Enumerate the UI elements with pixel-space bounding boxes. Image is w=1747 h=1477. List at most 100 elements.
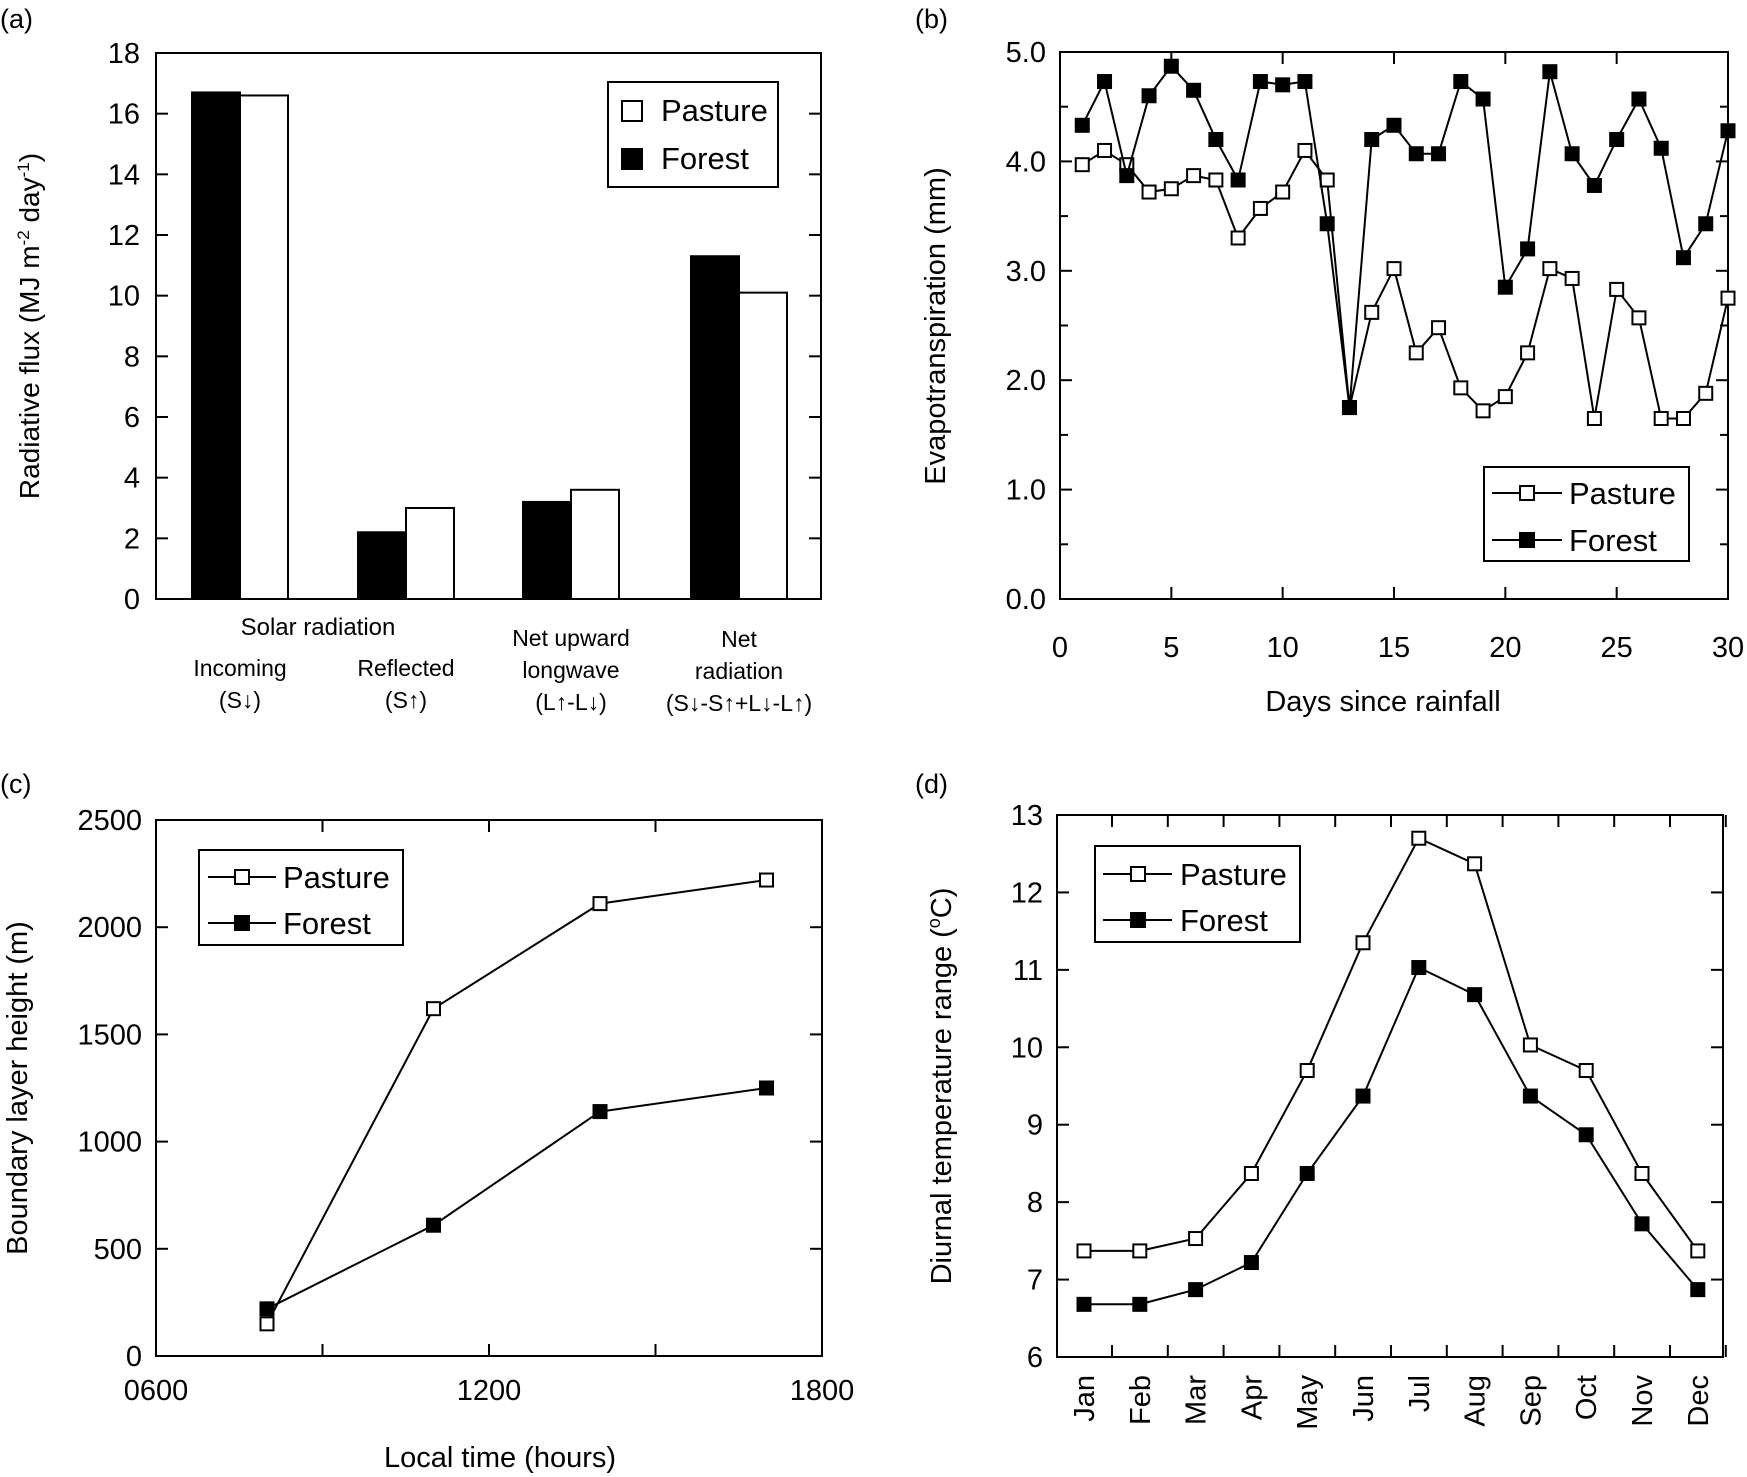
panel-c-marker-pasture: [759, 872, 774, 888]
panel-b-y-axis-label: Evapotranspiration (mm): [920, 167, 952, 485]
panel-b-marker-pasture: [1208, 172, 1224, 188]
panel-b-marker-pasture: [1431, 320, 1447, 336]
panel-b-legend-box: [1483, 466, 1690, 562]
panel-b-marker-forest: [1586, 177, 1602, 193]
panel-d-y-tick-label: 7: [1027, 1265, 1043, 1297]
panel-a-label: (a): [0, 4, 33, 34]
panel-b-y-tick-label: 4.0: [1006, 146, 1046, 178]
panel-c-legend-box: [198, 849, 404, 946]
panel-a-bars: [191, 91, 788, 601]
panel-a: (a) 0 2 4 6 8 10 12 14 16 18 Radiative flux (MJ m…: [0, 4, 822, 716]
bar-pasture-2: [405, 507, 455, 600]
panel-d-y-tick-label: 11: [1013, 955, 1043, 987]
panel-a-y-tick-label: 14: [108, 159, 140, 191]
panel-d-marker-pasture: [1411, 830, 1427, 846]
panel-b-legend: Pasture Forest: [1483, 466, 1690, 562]
panel-b-marker-forest: [1497, 279, 1513, 295]
panel-c-y-axis-label: Boundary layer height (m): [2, 921, 34, 1255]
panel-b-y-tick-label: 0.0: [1006, 584, 1046, 616]
panel-c: (c) 0 500 1000 1500 2000 2500 0600 1200 1800 Loc…: [0, 769, 854, 1474]
panel-b-marker-forest: [1141, 88, 1157, 104]
panel-b-marker-forest: [1208, 132, 1224, 148]
panel-b-marker-pasture: [1609, 281, 1625, 297]
panel-b-marker-pasture: [1386, 261, 1402, 277]
panel-d-y-tick-label: 6: [1027, 1342, 1043, 1374]
panel-b-marker-pasture: [1074, 157, 1090, 173]
panel-b-line-pasture: [1081, 148, 1729, 420]
panel-b-marker-forest: [1097, 74, 1113, 90]
panel-b-marker-forest: [1453, 74, 1469, 90]
panel-b-marker-pasture: [1297, 142, 1313, 158]
panel-b-x-tick-label: 30: [1712, 632, 1744, 664]
panel-d-marker-pasture: [1467, 856, 1483, 872]
panel-b-marker-pasture: [1475, 403, 1491, 419]
panel-a-legend-swatch-forest: [621, 148, 643, 170]
panel-b-legend-marker-pasture: [1519, 485, 1535, 501]
panel-a-category-label: Net: [721, 626, 757, 652]
panel-c-y-tick-label: 1000: [77, 1127, 142, 1159]
panel-a-legend-swatch-pasture: [621, 100, 643, 122]
panel-d-x-tick-label: May: [1292, 1375, 1324, 1430]
panel-c-marker-pasture: [259, 1316, 275, 1332]
panel-b-marker-forest: [1520, 241, 1536, 257]
panel-d-marker-forest: [1355, 1088, 1371, 1104]
panel-a-y-tick-label: 2: [124, 523, 140, 555]
panel-b-legend-label-pasture: Pasture: [1569, 476, 1676, 511]
panel-b: (b) 0.0 1.0 2.0 3.0 4.0 5.0 0 5 10 15 20 25 30 Days …: [915, 4, 1744, 718]
panel-a-y-tick-label: 18: [108, 38, 140, 70]
panel-d-legend-label-pasture: Pasture: [1180, 857, 1287, 892]
panel-c-marker-forest: [259, 1301, 275, 1317]
panel-c-legend-marker-pasture: [234, 869, 250, 885]
panel-d-axes: 6 7 8 9 10 11 12 13 Jan Feb Mar Apr May Jun Jul Aug Sep O…: [1011, 800, 1727, 1430]
panel-a-category-label: radiation: [695, 658, 783, 684]
panel-b-marker-pasture: [1497, 389, 1513, 405]
panel-b-marker-forest: [1364, 132, 1380, 148]
panel-b-marker-pasture: [1163, 181, 1179, 197]
panel-b-x-tick-label: 15: [1378, 632, 1410, 664]
panel-b-marker-pasture: [1631, 310, 1647, 326]
panel-d-legend-label-forest: Forest: [1180, 903, 1268, 938]
panel-b-marker-forest: [1564, 146, 1580, 162]
panel-a-y-tick-label: 4: [124, 463, 140, 495]
panel-d: (d) 6 7 8 9 10 11 12 13 Jan Feb Mar Apr May Jun Jul Aug…: [915, 769, 1727, 1430]
panel-b-marker-forest: [1230, 172, 1246, 188]
panel-b-marker-forest: [1386, 117, 1402, 133]
panel-c-y-tick-label: 2000: [77, 912, 142, 944]
panel-b-marker-forest: [1186, 82, 1202, 98]
panel-b-series: [1074, 58, 1736, 426]
panel-b-marker-forest: [1542, 64, 1558, 80]
panel-b-x-tick-label: 0: [1052, 632, 1068, 664]
panel-b-marker-pasture: [1230, 230, 1246, 246]
panel-a-y-tick-label: 0: [124, 584, 140, 616]
panel-d-y-tick-label: 9: [1027, 1110, 1043, 1142]
panel-b-marker-pasture: [1586, 410, 1602, 426]
panel-c-marker-forest: [759, 1080, 774, 1096]
panel-a-category-label: (L↑-L↓): [535, 689, 607, 715]
panel-d-marker-forest: [1076, 1296, 1092, 1312]
panel-d-series: [1076, 830, 1706, 1312]
panel-b-marker-pasture: [1720, 290, 1736, 306]
panel-a-y-tick-label: 16: [108, 99, 140, 131]
panel-d-label: (d): [915, 769, 948, 799]
panel-b-marker-forest: [1431, 146, 1447, 162]
panel-a-y-tick-label: 10: [108, 281, 140, 313]
panel-c-x-tick-label: 0600: [124, 1375, 189, 1407]
panel-d-x-tick-label: Jul: [1404, 1375, 1436, 1412]
panel-b-marker-pasture: [1319, 172, 1335, 188]
panel-b-marker-forest: [1698, 216, 1714, 232]
panel-b-marker-pasture: [1520, 345, 1536, 361]
panel-d-marker-pasture: [1299, 1063, 1315, 1079]
panel-d-y-axis-label: Diurnal temperature range (oC): [924, 888, 958, 1285]
panel-b-marker-pasture: [1453, 380, 1469, 396]
panel-b-marker-forest: [1119, 168, 1135, 184]
panel-a-category-label: (S↓-S↑+L↓-L↑): [666, 690, 812, 716]
panel-d-y-tick-label: 12: [1011, 877, 1043, 909]
panel-b-x-tick-label: 25: [1601, 632, 1633, 664]
panel-d-x-tick-label: Aug: [1460, 1375, 1492, 1427]
panel-b-marker-pasture: [1564, 270, 1580, 286]
panel-a-y-axis-label: Radiative flux (MJ m-2 day-1): [14, 153, 45, 499]
panel-b-axes: 0.0 1.0 2.0 3.0 4.0 5.0 0 5 10 15 20 25 30: [1006, 37, 1744, 664]
panel-a-category-label: Reflected: [357, 655, 454, 681]
panel-d-legend-marker-forest: [1130, 912, 1146, 928]
